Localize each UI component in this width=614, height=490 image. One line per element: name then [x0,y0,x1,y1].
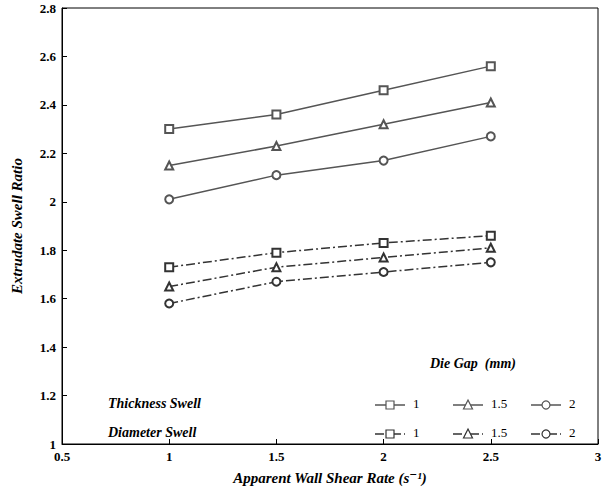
svg-text:1.5: 1.5 [491,396,507,411]
svg-text:1.2: 1.2 [40,388,56,403]
svg-text:1.6: 1.6 [40,291,57,306]
svg-text:Die Gap (mm): Die Gap (mm) [429,356,516,372]
svg-text:1.5: 1.5 [268,449,285,464]
svg-text:2: 2 [569,396,576,411]
svg-text:1.4: 1.4 [40,340,57,355]
svg-text:Extrudate Swell Ratio: Extrudate Swell Ratio [9,158,25,295]
svg-text:Apparent Wall Shear Rate (s⁻¹): Apparent Wall Shear Rate (s⁻¹) [232,470,427,487]
svg-text:2: 2 [569,425,576,440]
svg-text:3: 3 [595,449,602,464]
svg-text:2: 2 [380,449,387,464]
svg-text:2.8: 2.8 [40,1,57,16]
svg-text:1: 1 [413,425,420,440]
svg-text:2: 2 [50,194,57,209]
svg-text:0.5: 0.5 [54,449,71,464]
svg-text:2.2: 2.2 [40,146,56,161]
svg-text:2.4: 2.4 [40,97,57,112]
svg-text:1.8: 1.8 [40,243,57,258]
svg-text:Diameter Swell: Diameter Swell [107,425,196,440]
svg-text:1: 1 [413,396,420,411]
svg-text:1.5: 1.5 [491,425,507,440]
svg-text:1: 1 [49,436,56,452]
svg-text:2.6: 2.6 [40,49,57,64]
svg-text:1: 1 [166,449,173,464]
svg-text:2.5: 2.5 [483,449,500,464]
svg-text:Thickness Swell: Thickness Swell [108,396,201,411]
